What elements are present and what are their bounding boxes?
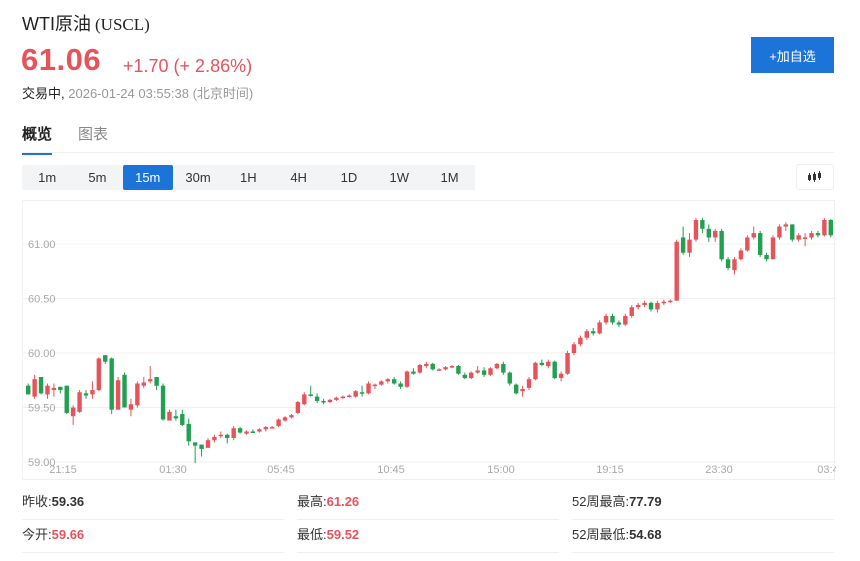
svg-text:23:30: 23:30 bbox=[705, 464, 733, 476]
instrument-name: WTI原油 bbox=[22, 14, 91, 34]
svg-text:61.00: 61.00 bbox=[28, 239, 56, 251]
svg-text:01:30: 01:30 bbox=[159, 464, 187, 476]
period-5m[interactable]: 5m bbox=[88, 170, 107, 185]
trading-status: 交易中, 2026-01-24 03:55:38 (北京时间) bbox=[22, 83, 253, 102]
svg-text:10:45: 10:45 bbox=[377, 464, 405, 476]
candlestick-chart[interactable]: 59.00 59.50 60.00 60.50 61.00 21:15 01:30 05:45… bbox=[22, 200, 839, 480]
svg-text:05:45: 05:45 bbox=[267, 464, 295, 476]
svg-text:59.50: 59.50 bbox=[28, 403, 56, 415]
add-to-watchlist-button[interactable]: +加自选 bbox=[751, 37, 834, 73]
last-price: 61.06 bbox=[21, 42, 102, 77]
period-1m[interactable]: 1m bbox=[38, 170, 57, 185]
svg-text:60.50: 60.50 bbox=[28, 294, 56, 306]
update-timestamp: 2026-01-24 03:55:38 (北京时间) bbox=[68, 86, 254, 101]
trading-state: 交易中, bbox=[22, 86, 65, 101]
period-4h[interactable]: 4H bbox=[290, 170, 307, 185]
period-1d[interactable]: 1D bbox=[340, 170, 358, 185]
stat-open: 今开:59.66 bbox=[22, 520, 284, 553]
stat-52wk-high: 52周最高:77.79 bbox=[572, 487, 834, 520]
tab-overview[interactable]: 概览 bbox=[22, 123, 53, 155]
svg-text:19:15: 19:15 bbox=[596, 464, 624, 476]
stat-low: 最低:59.52 bbox=[297, 520, 559, 553]
instrument-title: WTI原油 (USCL) bbox=[22, 10, 150, 36]
tab-chart[interactable]: 图表 bbox=[78, 126, 109, 143]
period-15m[interactable]: 15m bbox=[122, 165, 173, 190]
svg-text:21:15: 21:15 bbox=[49, 464, 77, 476]
period-1mo[interactable]: 1M bbox=[440, 170, 459, 185]
period-1h[interactable]: 1H bbox=[240, 170, 257, 185]
svg-text:03:4: 03:4 bbox=[817, 464, 836, 476]
chart-canvas: 59.00 59.50 60.00 60.50 61.00 21:15 01:30 05:45… bbox=[23, 217, 839, 476]
svg-text:15:00: 15:00 bbox=[487, 464, 515, 476]
stat-high: 最高:61.26 bbox=[297, 487, 559, 520]
period-1w[interactable]: 1W bbox=[389, 170, 409, 185]
instrument-code: (USCL) bbox=[95, 15, 150, 34]
stats-panel: 昨收:59.36 最高:61.26 52周最高:77.79 今开:59.66 最… bbox=[22, 487, 834, 553]
svg-text:59.00: 59.00 bbox=[28, 457, 56, 469]
price-change: +1.70 (+ 2.86%) bbox=[123, 56, 253, 76]
stat-52wk-low: 52周最低:54.68 bbox=[572, 520, 834, 553]
svg-text:60.00: 60.00 bbox=[28, 348, 56, 360]
divider bbox=[22, 152, 834, 153]
view-tabs: 概览 图表 bbox=[22, 123, 108, 155]
period-30m[interactable]: 30m bbox=[185, 170, 211, 185]
stat-prev-close: 昨收:59.36 bbox=[22, 487, 284, 520]
chart-type-button[interactable] bbox=[796, 164, 834, 190]
candlestick-icon bbox=[808, 171, 821, 182]
period-selector: 1m 5m 15m 30m 1H 4H 1D 1W 1M bbox=[22, 165, 475, 190]
